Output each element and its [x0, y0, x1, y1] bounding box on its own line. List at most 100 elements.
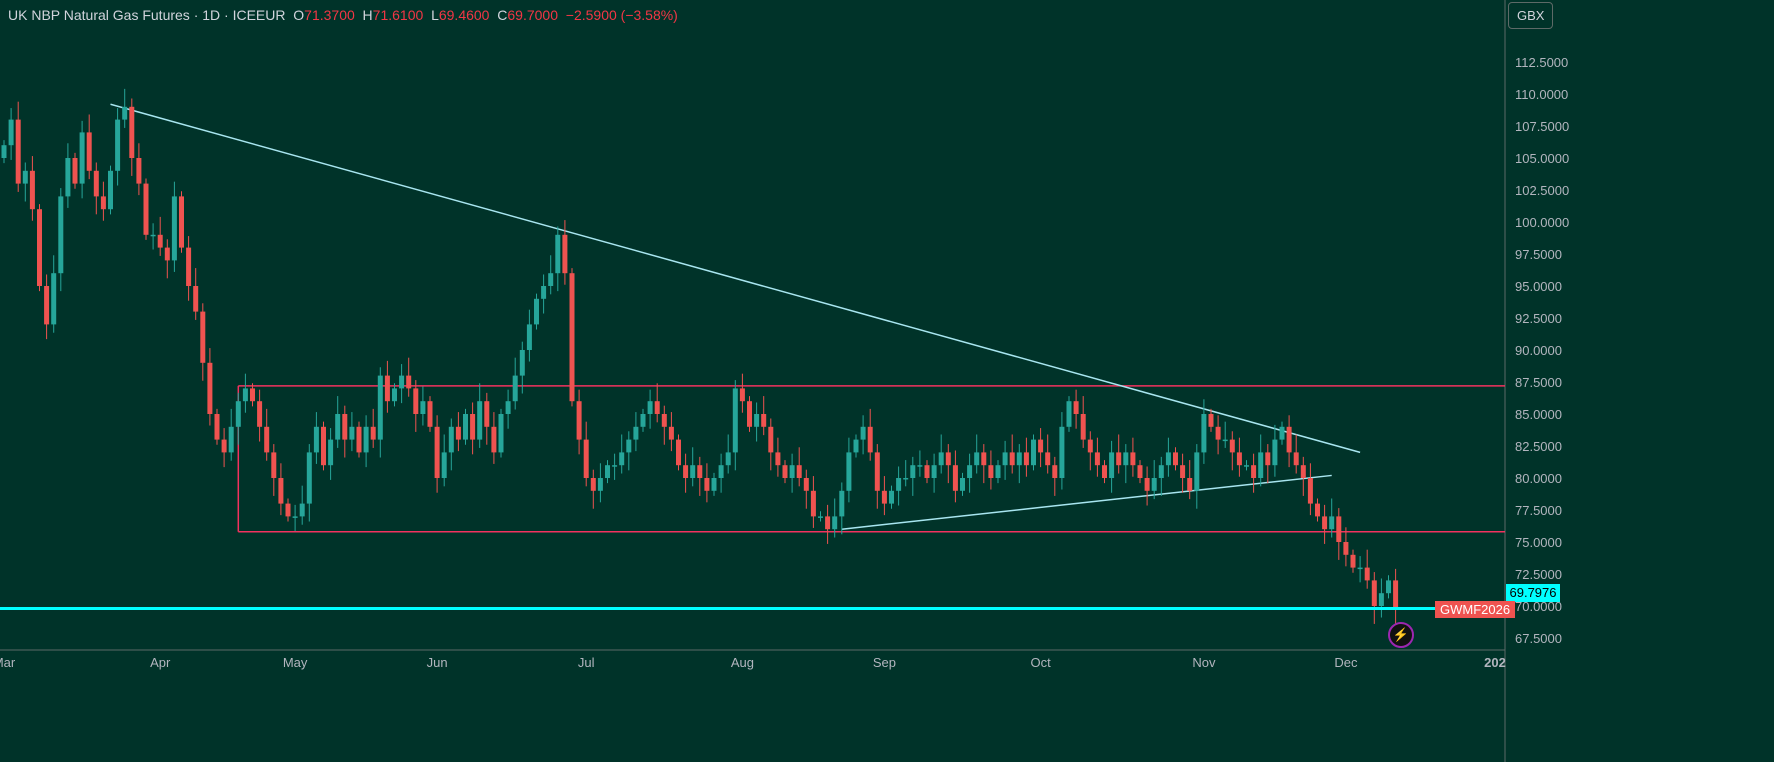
x-tick-label: Aug	[731, 655, 754, 670]
candle-body	[910, 465, 916, 478]
candle-body	[1350, 554, 1356, 568]
x-tick-label: Dec	[1334, 655, 1358, 670]
candle-body	[264, 426, 270, 453]
candle-body	[228, 426, 234, 453]
candle-body	[1023, 452, 1029, 466]
candle-body	[803, 478, 809, 491]
lower-trendline	[841, 474, 1332, 530]
candle-body	[810, 490, 816, 517]
candle-body	[534, 298, 539, 325]
x-tick-label: Nov	[1192, 655, 1216, 670]
candle-body	[1336, 516, 1342, 542]
candle-body	[1031, 439, 1036, 466]
y-tick-label: 95.0000	[1515, 279, 1562, 294]
low-label: L	[431, 7, 439, 23]
candle-body	[739, 388, 745, 402]
candle-body	[164, 247, 170, 261]
candle-body	[576, 401, 582, 440]
candle-body	[1244, 465, 1249, 467]
candle-body	[562, 234, 568, 274]
candle-body	[896, 478, 902, 491]
candle-body	[434, 426, 440, 478]
candle-body	[711, 478, 717, 491]
candle-body	[1315, 503, 1320, 517]
candle-body	[789, 465, 795, 478]
candle-body	[299, 503, 305, 517]
candle-body	[1258, 452, 1264, 478]
candle-body	[519, 350, 525, 376]
candle-body	[1052, 465, 1058, 478]
candle-body	[1137, 465, 1143, 478]
candle-body	[1165, 452, 1171, 466]
candle-body	[924, 465, 930, 478]
y-tick-label: 105.0000	[1515, 151, 1569, 166]
candle-body	[1144, 478, 1150, 491]
candle-body	[725, 452, 731, 466]
candle-body	[597, 478, 603, 491]
candle-body	[1236, 452, 1242, 466]
candle-body	[420, 401, 426, 414]
candle-body	[952, 465, 958, 491]
candle-body	[1116, 452, 1122, 466]
candle-body	[1357, 567, 1363, 570]
candle-body	[221, 439, 227, 453]
candle-body	[1073, 401, 1079, 414]
candle-body	[157, 234, 163, 248]
candle-body	[1279, 426, 1285, 440]
candle-body	[193, 286, 199, 312]
candle-body	[626, 439, 632, 453]
candle-body	[860, 426, 866, 440]
y-tick-label: 92.5000	[1515, 311, 1562, 326]
candle-body	[1151, 478, 1157, 491]
candle-body	[1329, 516, 1335, 530]
candle-body	[1009, 452, 1015, 466]
candle-body	[1187, 478, 1193, 491]
candle-body	[448, 426, 454, 453]
candle-body	[512, 375, 518, 402]
candle-body	[406, 375, 412, 389]
x-tick-label: Sep	[873, 655, 896, 670]
candle-body	[555, 234, 561, 274]
candle-body	[1322, 516, 1328, 530]
candle-body	[960, 478, 965, 491]
candle-body	[775, 452, 781, 466]
candle-body	[321, 426, 326, 466]
y-tick-label: 110.0000	[1515, 87, 1568, 102]
candle-body	[349, 426, 355, 440]
upper-trendline	[110, 103, 1361, 454]
candle-body	[1343, 542, 1349, 555]
candle-body	[235, 401, 241, 427]
candle-body	[1109, 452, 1115, 478]
candle-body	[683, 465, 689, 478]
currency-button[interactable]: GBX	[1508, 2, 1554, 29]
candle-body	[37, 209, 42, 286]
symbol-tag: GWMF2026	[1435, 601, 1516, 618]
candle-body	[1130, 452, 1136, 466]
candle-body	[661, 414, 667, 427]
candle-body	[668, 426, 674, 440]
y-tick-label: 75.0000	[1515, 535, 1562, 550]
y-tick-label: 85.0000	[1515, 407, 1562, 422]
candle-body	[1045, 452, 1051, 466]
candle-body	[377, 375, 383, 440]
candle-body	[747, 401, 752, 427]
y-tick-label: 82.5000	[1515, 439, 1562, 454]
candle-body	[1123, 452, 1129, 466]
candle-body	[150, 234, 156, 237]
candle-body	[8, 119, 14, 146]
candle-body	[200, 311, 206, 363]
lightning-icon[interactable]: ⚡	[1388, 622, 1414, 648]
candle-body	[58, 196, 64, 274]
y-tick-label: 67.5000	[1515, 631, 1562, 646]
candle-body	[79, 132, 85, 184]
y-tick-label: 80.0000	[1515, 471, 1562, 486]
x-tick-label: Mar	[0, 655, 16, 670]
candle-body	[384, 375, 390, 402]
candle-body	[93, 170, 99, 197]
candle-body	[761, 414, 767, 427]
candle-body	[271, 452, 277, 478]
y-tick-label: 97.5000	[1515, 247, 1562, 262]
y-tick-label: 100.0000	[1515, 215, 1569, 230]
candle-body	[143, 183, 149, 235]
